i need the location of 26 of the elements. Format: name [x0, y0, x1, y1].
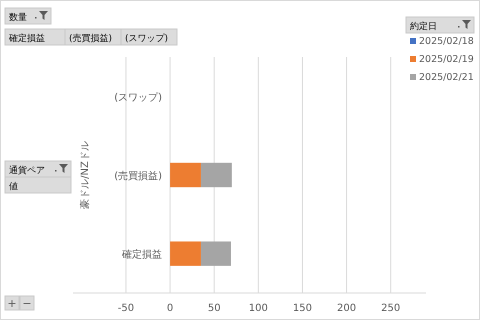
bar [200, 162, 232, 188]
text: − [22, 297, 32, 310]
legend-label: 2025/02/19 [419, 54, 474, 65]
y-tick-label: (売買損益) [114, 170, 162, 182]
legend-title: 約定日 [410, 21, 437, 32]
text: (売買損益) [69, 33, 112, 44]
legend-label: 2025/02/18 [419, 36, 474, 47]
y-axis-title: 豪ドル/NZドル [79, 141, 91, 209]
text: 値 [9, 181, 18, 192]
text: 数量 [9, 12, 27, 23]
text: + [7, 297, 17, 310]
x-tick-label: 50 [208, 303, 221, 314]
legend-label: 2025/02/21 [419, 72, 474, 83]
y-tick-label: 確定損益 [121, 248, 162, 261]
x-tick-label: 150 [292, 303, 312, 314]
x-tick-label: -50 [118, 303, 134, 314]
x-tick-label: 250 [381, 303, 400, 314]
x-tick-label: 100 [248, 303, 268, 314]
x-tick-label: 200 [337, 303, 356, 314]
text: 確定損益 [8, 33, 45, 44]
y-tick-label: (スワップ) [114, 91, 162, 104]
text: 通貨ペア [9, 165, 45, 176]
bar [170, 162, 201, 188]
bar [170, 241, 201, 266]
x-tick-label: 0 [166, 303, 174, 314]
bar [200, 241, 231, 266]
